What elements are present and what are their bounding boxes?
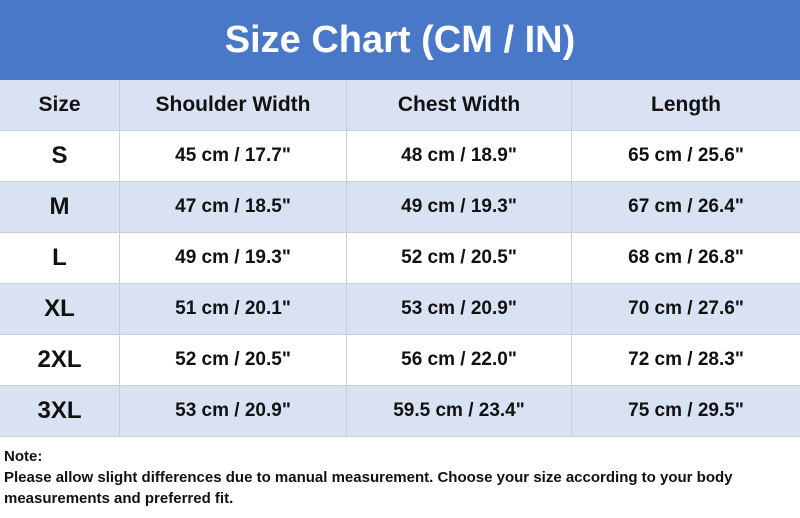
header-row: Size Shoulder Width Chest Width Length <box>0 80 800 131</box>
measure-cell: 47 cm / 18.5" <box>120 182 347 232</box>
column-header: Chest Width <box>347 80 572 130</box>
size-cell: M <box>0 182 120 232</box>
measure-cell: 51 cm / 20.1" <box>120 284 347 334</box>
measure-cell: 52 cm / 20.5" <box>347 233 572 283</box>
measure-cell: 59.5 cm / 23.4" <box>347 386 572 436</box>
measure-cell: 65 cm / 25.6" <box>628 145 744 166</box>
measure-cell: 70 cm / 27.6" <box>628 298 744 319</box>
measure-cell: 53 cm / 20.9" <box>347 284 572 334</box>
table-row: 3XL 53 cm / 20.9" 59.5 cm / 23.4" 75 cm / 2… <box>0 386 800 437</box>
size-cell: 3XL <box>0 386 120 436</box>
measure-cell: 52 cm / 20.5" <box>120 335 347 385</box>
column-header: Shoulder Width <box>120 80 347 130</box>
size-cell: L <box>0 233 120 283</box>
note-label: Note: <box>4 448 43 465</box>
measure-cell: 49 cm / 19.3" <box>120 233 347 283</box>
measure-cell: 67 cm / 26.4" <box>628 196 744 217</box>
column-header: Length <box>651 93 721 116</box>
measure-cell: 48 cm / 18.9" <box>347 131 572 181</box>
measure-cell: 53 cm / 20.9" <box>120 386 347 436</box>
table-row: L 49 cm / 19.3" 52 cm / 20.5" 68 cm / 26.8" <box>0 233 800 284</box>
size-cell: S <box>0 131 120 181</box>
size-cell: XL <box>0 284 120 334</box>
note-text: Please allow slight differences due to m… <box>4 469 733 507</box>
measure-cell: 49 cm / 19.3" <box>347 182 572 232</box>
measure-cell: 72 cm / 28.3" <box>628 349 744 370</box>
table-row: 2XL 52 cm / 20.5" 56 cm / 22.0" 72 cm / 28.… <box>0 335 800 386</box>
column-header: Size <box>0 80 120 130</box>
measure-cell: 45 cm / 17.7" <box>120 131 347 181</box>
note: Note: Please allow slight differences du… <box>4 446 794 509</box>
table-row: XL 51 cm / 20.1" 53 cm / 20.9" 70 cm / 27.6… <box>0 284 800 335</box>
table-row: M 47 cm / 18.5" 49 cm / 19.3" 67 cm / 26.4" <box>0 182 800 233</box>
measure-cell: 75 cm / 29.5" <box>628 400 744 421</box>
table-row: S 45 cm / 17.7" 48 cm / 18.9" 65 cm / 25.6" <box>0 131 800 182</box>
measure-cell: 56 cm / 22.0" <box>347 335 572 385</box>
measure-cell: 68 cm / 26.8" <box>628 247 744 268</box>
title: Size Chart (CM / IN) <box>0 0 800 80</box>
size-cell: 2XL <box>0 335 120 385</box>
